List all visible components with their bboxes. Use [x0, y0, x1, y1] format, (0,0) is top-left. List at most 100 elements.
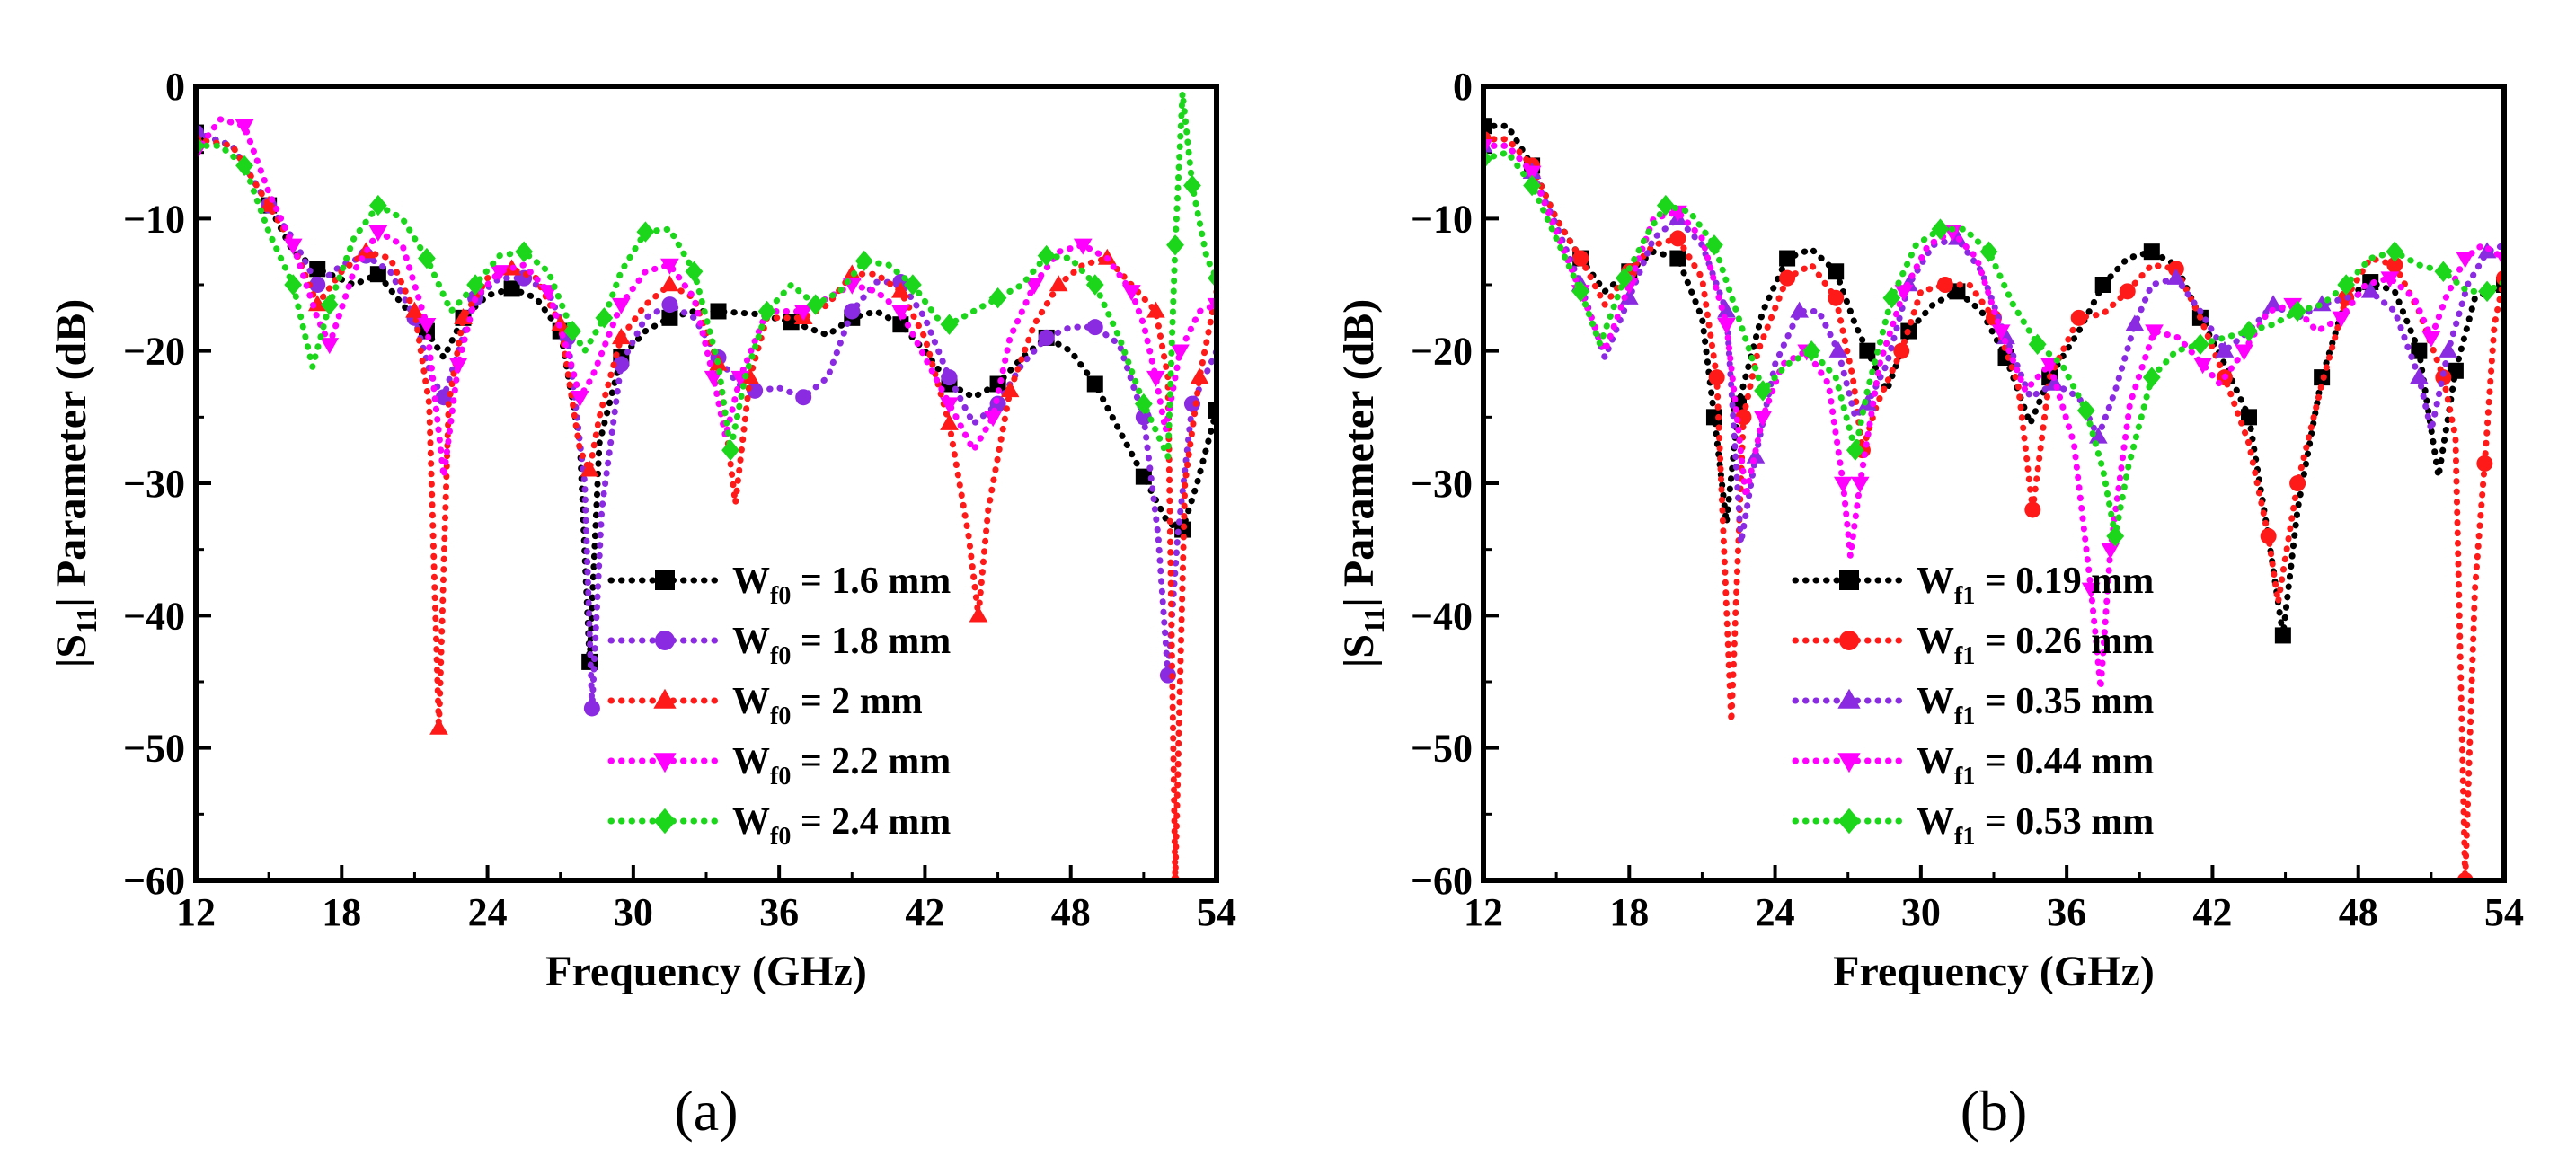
- legend-label: Wf0 = 2 mm: [732, 681, 923, 730]
- legend-marker: [1839, 570, 1859, 590]
- data-point: [1038, 329, 1055, 346]
- legend-item: Wf1 = 0.19 mm: [1792, 561, 2154, 610]
- x-tick-label: 24: [468, 890, 508, 934]
- data-point: [611, 328, 631, 345]
- data-point: [2088, 427, 2108, 444]
- series-f1-3: [1483, 136, 2504, 546]
- data-point: [490, 265, 509, 282]
- x-tick-label: 36: [759, 890, 799, 934]
- data-point: [2476, 455, 2493, 472]
- y-tick-label: −40: [123, 594, 185, 638]
- data-point: [795, 389, 812, 406]
- data-point: [1086, 375, 1103, 393]
- data-point: [515, 241, 534, 262]
- data-point: [1894, 285, 1914, 302]
- data-point: [1183, 395, 1200, 412]
- data-point: [636, 221, 655, 243]
- legend-item: Wf0 = 2 mm: [607, 681, 923, 730]
- data-point: [1859, 342, 1876, 359]
- legend-item: Wf1 = 0.53 mm: [1792, 801, 2154, 851]
- y-tick-label: −30: [1411, 462, 1473, 506]
- data-point: [320, 294, 339, 315]
- legend-marker: [655, 570, 675, 590]
- panel-label: (a): [674, 1079, 738, 1143]
- data-point: [1802, 340, 1821, 362]
- data-point: [1669, 250, 1686, 267]
- chart-a-svg: 12 18 24 30 36 42 48 54 0 −10 −20 −30 −40 −50 −60 Wf0 =…: [48, 65, 1236, 1143]
- data-point: [417, 318, 437, 334]
- data-point: [1717, 301, 1736, 318]
- data-point: [1979, 241, 1998, 262]
- data-point: [721, 439, 739, 461]
- legend-item: Wf0 = 1.6 mm: [607, 561, 951, 610]
- data-point: [1166, 234, 1184, 256]
- data-point: [571, 391, 589, 408]
- data-point: [1085, 274, 1104, 296]
- legend-label: Wf1 = 0.35 mm: [1917, 681, 2154, 730]
- data-point: [892, 316, 909, 333]
- x-tick-label: 54: [1197, 890, 1236, 934]
- data-point: [1135, 468, 1152, 485]
- data-point: [1708, 369, 1725, 386]
- data-point: [1037, 244, 1056, 267]
- data-point: [1779, 269, 1796, 287]
- y-tick-label: 0: [165, 65, 185, 109]
- legend-label: Wf0 = 1.8 mm: [732, 621, 951, 670]
- data-point: [891, 305, 910, 322]
- data-point: [854, 250, 873, 272]
- data-point: [613, 356, 630, 373]
- data-point: [2456, 252, 2475, 269]
- data-point: [661, 309, 678, 326]
- series-f0-5: [196, 89, 1217, 461]
- data-point: [685, 261, 704, 282]
- data-point: [309, 277, 326, 293]
- series-f0-1: [196, 124, 1217, 670]
- legend-marker: [655, 631, 675, 650]
- data-point: [368, 194, 387, 216]
- series-line: [196, 129, 1217, 711]
- x-axis-title: Frequency (GHz): [1833, 948, 2155, 995]
- legend-label: Wf1 = 0.44 mm: [1917, 741, 2154, 790]
- data-point: [2070, 309, 2087, 326]
- y-tick-label: −10: [123, 197, 185, 241]
- y-tick-label: −50: [123, 727, 185, 771]
- legend-marker: [653, 753, 677, 773]
- data-point: [2143, 243, 2160, 261]
- legend-marker: [1839, 631, 1859, 650]
- data-point: [2119, 283, 2136, 300]
- data-point: [1828, 263, 1845, 280]
- data-point: [891, 281, 910, 298]
- data-point: [284, 274, 303, 296]
- data-point: [1086, 319, 1103, 336]
- legend-marker: [653, 688, 677, 709]
- data-point: [1833, 476, 1853, 493]
- data-point: [2101, 543, 2120, 560]
- data-point: [844, 303, 861, 320]
- y-tick-label: −10: [1411, 197, 1473, 241]
- data-point: [2288, 300, 2306, 322]
- panel-label: (b): [1961, 1079, 2028, 1143]
- legend-item: Wf1 = 0.44 mm: [1792, 741, 2154, 790]
- data-point: [1846, 439, 1864, 461]
- data-point: [2076, 400, 2095, 421]
- data-point: [611, 297, 631, 314]
- y-tick-label: −60: [123, 859, 185, 903]
- x-tick-label: 12: [176, 890, 216, 934]
- legend-item: Wf0 = 2.4 mm: [607, 801, 951, 851]
- data-point: [661, 296, 678, 314]
- chart-panel-b: 12 18 24 30 36 42 48 54 0 −10 −20 −30 −40 −50 −60 Wf1 =…: [1288, 0, 2575, 1153]
- legend-item: Wf1 = 0.35 mm: [1792, 681, 2154, 730]
- data-point: [1828, 340, 1848, 358]
- data-point: [2411, 342, 2428, 359]
- series-f1-5: [1483, 148, 2504, 547]
- legend: Wf1 = 0.19 mm Wf1 = 0.26 mm Wf1 = 0.35 mm W…: [1792, 561, 2154, 851]
- y-tick-label: −20: [123, 330, 185, 374]
- series-line: [196, 89, 1217, 460]
- series-line: [196, 116, 1217, 481]
- x-tick-label: 12: [1464, 890, 1503, 934]
- y-tick-label: −40: [1411, 594, 1473, 638]
- data-point: [660, 258, 679, 275]
- data-point: [2241, 409, 2257, 426]
- legend-label: Wf0 = 2.2 mm: [732, 741, 951, 790]
- data-point: [2235, 344, 2253, 361]
